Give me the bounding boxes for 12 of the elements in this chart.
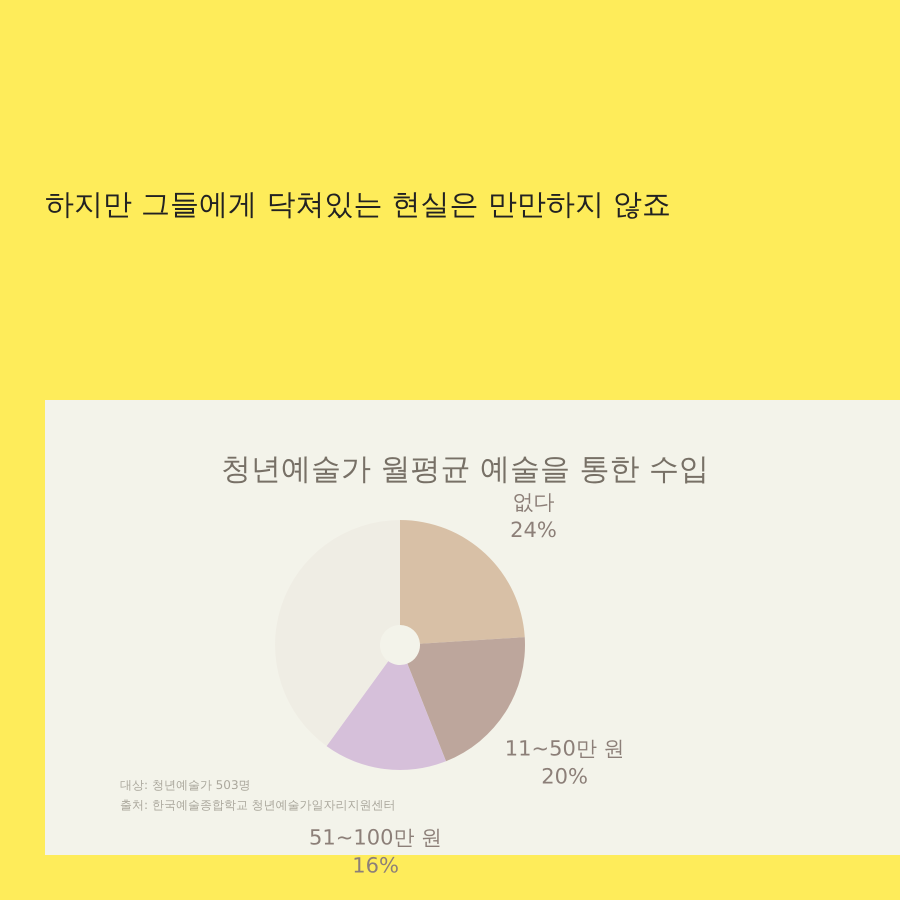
donut-slice [275,520,400,746]
slice-label: 없다 [512,490,554,514]
source-note: 출처: 한국예술종합학교 청년예술가일자리지원센터 [120,798,396,812]
data-label: 20% [541,764,588,788]
slice-label: 51~100만 원 [309,825,442,850]
chart-title: 하지만 그들에게 닥쳐있는 현실은 만만하지 않죠 [45,187,672,221]
donut-slice [326,661,446,770]
slice-label: 11~50만 원 [504,736,625,760]
data-label: 24% [510,518,557,542]
data-label: 16% [352,853,399,878]
chart-subtitle: 청년예술가 월평균 예술을 통한 수입 [220,452,710,487]
text: 대상: 청년예술가 503명 [120,778,251,792]
